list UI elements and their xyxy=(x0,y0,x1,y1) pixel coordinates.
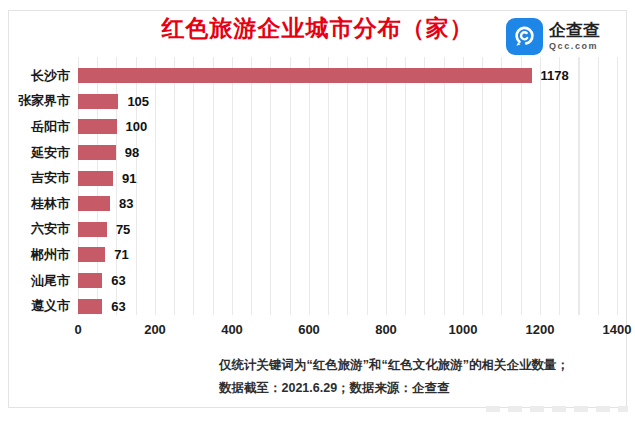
category-label: 岳阳市 xyxy=(0,118,78,136)
x-tick-label: 1200 xyxy=(526,322,555,337)
watermark-dashes xyxy=(486,406,628,412)
bar-row: 吉安市 91 xyxy=(0,165,635,191)
qcc-logo-domain: Qcc.com xyxy=(549,42,600,51)
bar-row: 桂林市 83 xyxy=(0,191,635,217)
infographic: 红色旅游企业城市分布（家） 企查查 Qcc.com 长沙市1178张家界市105… xyxy=(0,0,635,423)
bar xyxy=(78,222,107,237)
value-label: 71 xyxy=(114,247,128,262)
category-label: 长沙市 xyxy=(0,67,78,85)
category-label: 郴州市 xyxy=(0,246,78,264)
qcc-logo: 企查查 Qcc.com xyxy=(506,18,600,55)
bar xyxy=(78,94,118,109)
bar xyxy=(78,119,117,134)
bar-rows: 长沙市 1178 张家界市 105 岳阳市 100 延安市 98 吉安市 91 桂林市 83 六安市 75… xyxy=(0,63,635,319)
footnote-line2: 数据截至：2021.6.29；数据来源：企查查 xyxy=(219,377,569,400)
value-label: 98 xyxy=(125,145,139,160)
qcc-logo-name: 企查查 xyxy=(549,22,600,39)
bar-row: 郴州市 71 xyxy=(0,242,635,268)
category-label: 六安市 xyxy=(0,220,78,238)
x-tick-label: 600 xyxy=(298,322,320,337)
value-label: 91 xyxy=(122,171,136,186)
x-axis: 0 200 400 600 800 1000 1200 1400 xyxy=(0,322,635,338)
category-label: 桂林市 xyxy=(0,195,78,213)
value-label: 63 xyxy=(111,273,125,288)
x-tick-label: 0 xyxy=(74,322,81,337)
bar xyxy=(78,247,105,262)
bar-row: 六安市 75 xyxy=(0,217,635,243)
bar-row: 长沙市 1178 xyxy=(0,63,635,89)
bar xyxy=(78,273,102,288)
value-label: 1178 xyxy=(541,68,569,83)
bar-row: 汕尾市 63 xyxy=(0,268,635,294)
x-tick-label: 800 xyxy=(375,322,397,337)
bar-row: 延安市 98 xyxy=(0,140,635,166)
category-label: 张家界市 xyxy=(0,92,78,110)
bar xyxy=(78,145,116,160)
value-label: 83 xyxy=(119,196,133,211)
x-tick-label: 200 xyxy=(144,322,166,337)
x-tick-label: 1000 xyxy=(449,322,478,337)
category-label: 汕尾市 xyxy=(0,272,78,290)
category-label: 遵义市 xyxy=(0,297,78,315)
value-label: 100 xyxy=(126,119,148,134)
qcc-spiral-icon xyxy=(506,18,543,55)
bar-row: 遵义市 63 xyxy=(0,293,635,319)
footnote-line1: 仅统计关键词为“红色旅游”和“红色文化旅游”的相关企业数量； xyxy=(219,354,569,377)
value-label: 105 xyxy=(127,94,149,109)
bar xyxy=(78,171,113,186)
category-label: 延安市 xyxy=(0,144,78,162)
x-tick-label: 400 xyxy=(221,322,243,337)
value-label: 75 xyxy=(116,222,130,237)
bar-row: 张家界市 105 xyxy=(0,89,635,115)
footnote: 仅统计关键词为“红色旅游”和“红色文化旅游”的相关企业数量； 数据截至：2021… xyxy=(219,354,569,400)
bar xyxy=(78,196,110,211)
bar xyxy=(78,68,532,83)
bar-row: 岳阳市 100 xyxy=(0,114,635,140)
x-tick-label: 1400 xyxy=(603,322,632,337)
category-label: 吉安市 xyxy=(0,169,78,187)
bar xyxy=(78,299,102,314)
value-label: 63 xyxy=(111,299,125,314)
